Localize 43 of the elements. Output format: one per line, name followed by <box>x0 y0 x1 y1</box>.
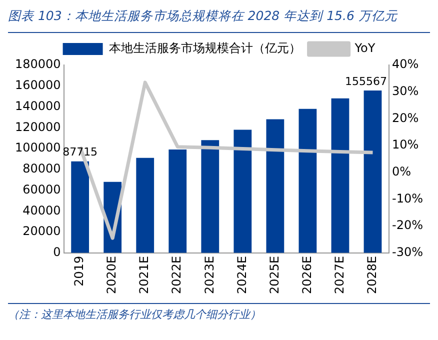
x-tick-label: 2022E <box>170 256 184 294</box>
y2-tick-label: -20% <box>392 218 424 232</box>
y-tick-label: 140000 <box>14 98 61 113</box>
bar <box>298 108 317 253</box>
x-tick-label: 2021E <box>137 256 152 294</box>
x-tick-label: 2026E <box>300 256 314 294</box>
x-tick-label: 2027E <box>332 256 346 294</box>
y2-tick-label: 30% <box>392 84 419 98</box>
data-label: 155567 <box>345 74 387 88</box>
y-tick-label: 180000 <box>14 57 61 72</box>
y2-tick-label: -30% <box>392 245 424 260</box>
legend-label: 本地生活服务市场规模合计（亿元） <box>108 41 301 56</box>
y2-tick-label: 40% <box>392 57 419 72</box>
y-tick-label: 0 <box>53 245 61 260</box>
bar <box>71 161 90 253</box>
bar <box>266 119 284 253</box>
x-tick-label: 2025E <box>267 256 282 294</box>
x-tick-label: 2023E <box>202 256 216 294</box>
x-tick-label: 2024E <box>234 256 249 294</box>
y-tick-label: 160000 <box>14 78 61 92</box>
y2-tick-label: -10% <box>392 191 424 206</box>
bar <box>201 140 220 253</box>
bar <box>364 90 382 253</box>
x-tick-label: 2020E <box>104 256 119 294</box>
chart-title: 图表 103：本地生活服务市场总规模将在 2028 年达到 15.6 万亿元 <box>8 8 430 33</box>
bar <box>136 158 154 253</box>
x-tick-label: 2028E <box>364 256 379 294</box>
legend-label: YoY <box>354 41 376 56</box>
x-tick-label: 2019 <box>72 256 86 286</box>
text: （注：这里本地生活服务行业仅考虑几个细分行业） <box>8 307 262 322</box>
y-tick-label: 80000 <box>22 162 61 176</box>
y-tick-label: 40000 <box>22 203 61 218</box>
y2-tick-label: 20% <box>392 110 419 125</box>
bar <box>234 130 252 253</box>
y-tick-label: 120000 <box>14 120 61 134</box>
data-label: 87715 <box>62 146 98 159</box>
y-tick-label: 20000 <box>22 224 61 238</box>
y2-tick-label: 0% <box>392 164 412 178</box>
bar <box>331 98 350 253</box>
y2-tick-label: 10% <box>392 138 419 152</box>
y-tick-label: 60000 <box>22 182 61 196</box>
bar <box>168 150 187 253</box>
y-tick-label: 100000 <box>14 140 61 155</box>
